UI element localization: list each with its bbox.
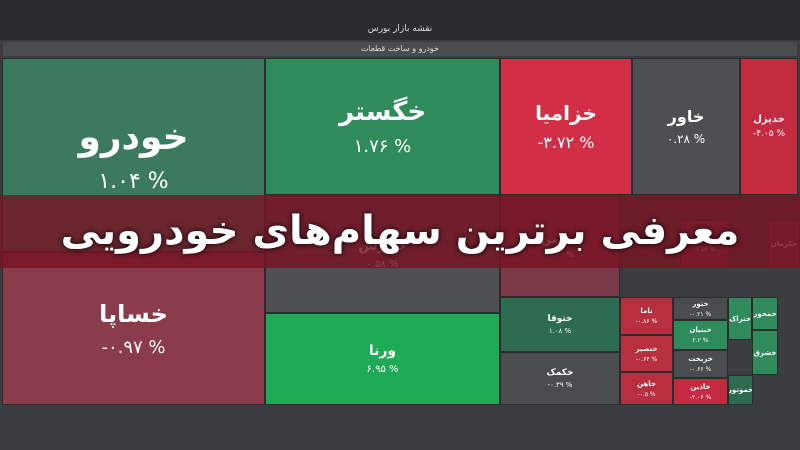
stock-name: خشرق <box>753 348 777 357</box>
stock-tile[interactable]: خکمک -۰.۳۹ % <box>500 352 620 405</box>
stock-tile[interactable]: خشرق <box>752 330 778 375</box>
stock-name: خموتور <box>728 386 753 394</box>
stock-name: خگستر <box>338 96 427 127</box>
stock-name: ختور <box>692 299 709 308</box>
stock-tile[interactable]: خریخت -۰.۶۶ % <box>673 350 728 378</box>
stock-tile[interactable]: خاور ۰.۲۸ % <box>632 58 740 195</box>
stock-change: -۰.۶۴ % <box>635 355 658 363</box>
stock-change: ۱.۰۴ % <box>98 168 169 194</box>
stock-change: -۲.۰۶ % <box>689 393 712 401</box>
stock-name: خزامیا <box>535 101 597 125</box>
banner-text: معرفی برترین سهام‌های خودرویی <box>60 208 740 254</box>
stock-change: ۶.۹۵ % <box>366 364 399 375</box>
stock-tile[interactable]: خزامیا -۳.۷۲ % <box>500 58 632 195</box>
stock-tile[interactable]: ورنا ۶.۹۵ % <box>265 313 500 405</box>
stock-change: -۰.۸۶ % <box>635 318 658 325</box>
stock-change: -۳.۷۲ % <box>537 133 595 152</box>
stock-name: خاهن <box>637 379 656 388</box>
stock-tile[interactable]: ختوقا ۱.۰۸ % <box>500 297 620 352</box>
stock-name: ختراک <box>729 314 751 323</box>
stock-name: ختوقا <box>547 313 573 324</box>
stock-change: ۲.۲ % <box>692 337 709 344</box>
stock-name: خنصیر <box>635 344 658 353</box>
stock-change: -۰.۶۶ % <box>689 366 712 373</box>
stock-change: ۱.۷۶ % <box>353 135 412 157</box>
stock-tile[interactable]: ختور -۰.۲۱ % <box>673 297 728 320</box>
stock-change: -۰.۵ % <box>637 390 656 398</box>
map-title: نقشه بازار بورس <box>367 24 433 34</box>
banner <box>0 195 800 268</box>
stock-change: -۰.۹۷ % <box>101 336 166 358</box>
stock-tile[interactable]: خبنیان ۲.۲ % <box>673 320 728 350</box>
stock-change: -۰.۲۱ % <box>689 310 712 318</box>
stock-tile[interactable]: خدیزل -۴.۰۵ % <box>740 58 798 195</box>
stock-change: ۰.۲۸ % <box>666 132 706 146</box>
stock-name: خاور <box>667 107 705 126</box>
stock-name: ورنا <box>368 343 397 359</box>
sector-title: خودرو و ساخت قطعات <box>3 42 797 56</box>
stock-name: خدیزل <box>753 113 785 125</box>
top-bar: نقشه بازار بورس <box>0 0 800 40</box>
stock-tile[interactable]: ناما -۰.۸۶ % <box>620 297 673 335</box>
stock-change: ۱.۰۸ % <box>548 327 572 336</box>
stock-name: خودرو <box>78 116 189 158</box>
stock-tile[interactable]: خمحور <box>752 297 778 330</box>
stock-tile[interactable]: ختراک <box>728 297 752 340</box>
stock-change: -۴.۰۵ % <box>752 129 786 140</box>
stock-name: خمحور <box>753 309 777 318</box>
stock-tile[interactable]: خگستر ۱.۷۶ % <box>265 58 500 195</box>
stock-tile[interactable]: خاهن -۰.۵ % <box>620 372 673 405</box>
stock-name: خریخت <box>688 355 713 363</box>
stock-name: خساپا <box>99 299 168 328</box>
stock-name: ناما <box>640 307 653 315</box>
bottom-area <box>0 405 800 450</box>
stock-name: خکمک <box>546 367 574 378</box>
stock-tile[interactable]: خاذین -۲.۰۶ % <box>673 378 728 405</box>
stock-tile[interactable]: خموتور <box>728 375 753 405</box>
stock-tile[interactable]: خنصیر -۰.۶۴ % <box>620 335 673 372</box>
stock-tile[interactable]: خساپا -۰.۹۷ % <box>2 252 265 405</box>
stock-name: خبنیان <box>689 326 712 334</box>
stock-change: -۰.۳۹ % <box>547 381 573 390</box>
stock-name: خاذین <box>690 382 711 391</box>
